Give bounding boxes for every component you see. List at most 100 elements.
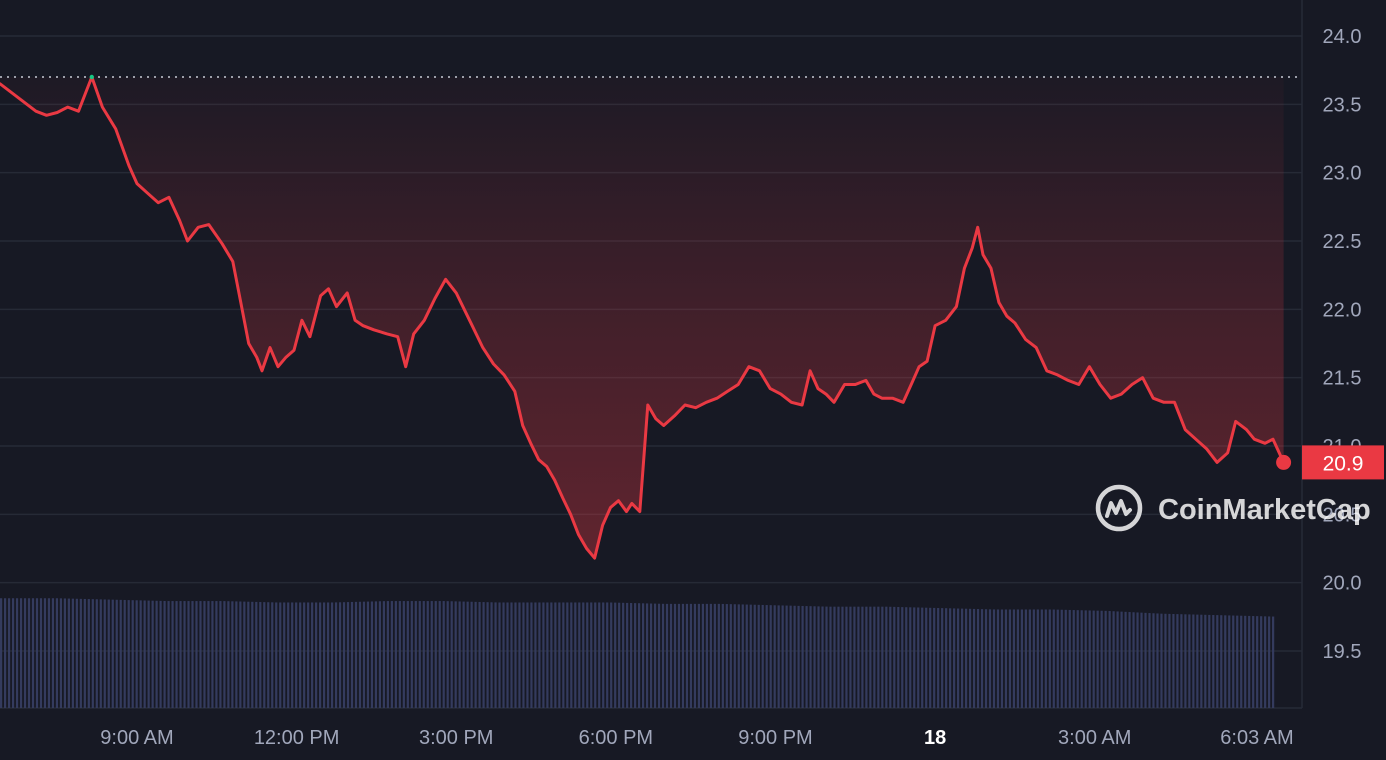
volume-bar — [239, 601, 242, 708]
volume-bar — [753, 604, 756, 708]
volume-bar — [749, 604, 752, 708]
volume-bar — [147, 600, 150, 708]
volume-bar — [358, 601, 362, 708]
volume-bar — [1160, 613, 1163, 708]
volume-bar — [829, 606, 832, 708]
volume-bar — [167, 601, 170, 708]
y-tick-label: 24.0 — [1323, 26, 1362, 48]
volume-bar — [972, 608, 976, 708]
volume-bar — [354, 601, 358, 708]
volume-bar — [769, 605, 772, 708]
volume-bar — [215, 601, 218, 708]
price-area-fill — [0, 77, 1284, 559]
volume-bar — [1220, 615, 1223, 708]
volume-bar — [219, 601, 222, 708]
volume-bar — [163, 600, 166, 708]
volume-bar — [653, 603, 657, 708]
volume-bar — [570, 602, 573, 708]
volume-bar — [1264, 616, 1267, 708]
volume-bar — [949, 608, 952, 708]
volume-bar — [913, 607, 916, 708]
volume-bar — [578, 602, 581, 708]
volume-bar — [1248, 615, 1251, 708]
volume-bar — [155, 600, 158, 708]
volume-bar — [255, 601, 258, 708]
volume-bar — [1152, 613, 1155, 708]
volume-bar — [1224, 615, 1227, 708]
watermark-text: CoinMarketCap — [1158, 494, 1371, 526]
x-tick-label: 12:00 PM — [254, 727, 340, 749]
volume-bar — [964, 608, 968, 708]
volume-bar — [346, 602, 350, 708]
price-line-series — [0, 75, 1286, 560]
volume-bar — [921, 607, 924, 708]
volume-bar — [550, 602, 553, 708]
volume-bar — [311, 602, 314, 708]
volume-bar — [490, 602, 493, 708]
volume-bar — [1116, 611, 1119, 708]
volume-bar — [634, 603, 637, 708]
volume-bar — [1064, 609, 1067, 708]
volume-bar — [19, 598, 23, 708]
volume-bar — [71, 598, 74, 708]
y-axis: 24.023.523.022.522.021.521.020.520.019.5 — [1323, 26, 1362, 663]
volume-bar — [1184, 614, 1187, 708]
volume-bar — [881, 606, 884, 708]
volume-bar — [813, 606, 816, 708]
volume-bar — [777, 605, 780, 708]
volume-bar — [622, 602, 625, 708]
volume-bar — [275, 602, 278, 708]
volume-bar — [901, 607, 904, 708]
volume-bar — [713, 603, 716, 708]
volume-bar — [1172, 614, 1175, 708]
volume-bar — [1176, 614, 1179, 708]
volume-bar — [590, 602, 593, 708]
volume-bar — [1060, 609, 1063, 708]
volume-bar — [398, 601, 401, 708]
x-axis: 9:00 AM 12:00 PM 3:00 PM 6:00 PM 9:00 PM 18 3:… — [100, 727, 1293, 749]
volume-bar — [251, 601, 254, 708]
volume-bar — [263, 602, 266, 708]
volume-bar — [594, 602, 597, 708]
volume-bar — [227, 601, 230, 708]
volume-bar — [1088, 610, 1091, 708]
volume-bars — [0, 598, 1275, 708]
volume-bar — [1140, 612, 1143, 708]
volume-bar — [115, 599, 118, 708]
volume-bar — [1168, 613, 1171, 708]
volume-bar — [99, 599, 102, 708]
last-price-badge: 20.9 — [1302, 445, 1384, 480]
volume-bar — [95, 599, 98, 708]
volume-bar — [741, 604, 744, 708]
volume-bar — [1048, 609, 1051, 708]
volume-bar — [1040, 609, 1043, 708]
volume-bar — [11, 598, 15, 708]
volume-bar — [1192, 614, 1195, 708]
volume-bar — [562, 602, 565, 708]
volume-bar — [1008, 609, 1012, 708]
volume-bar — [1188, 614, 1191, 708]
volume-bar — [1180, 614, 1183, 708]
volume-bar — [474, 601, 477, 708]
volume-bar — [530, 602, 533, 708]
volume-bar — [1104, 610, 1107, 708]
x-tick-label: 9:00 AM — [100, 727, 173, 749]
volume-bar — [203, 601, 206, 708]
last-price-marker — [1276, 454, 1292, 470]
volume-bar — [1228, 615, 1231, 708]
volume-bar — [1124, 611, 1127, 708]
volume-bar — [929, 607, 932, 708]
volume-bar — [430, 601, 433, 708]
volume-bar — [374, 601, 378, 708]
volume-bar — [15, 598, 19, 708]
volume-bar — [960, 608, 964, 708]
volume-bar — [470, 601, 473, 708]
volume-bar — [135, 600, 138, 708]
volume-bar — [1236, 615, 1239, 708]
volume-bar — [1156, 613, 1159, 708]
volume-bar — [681, 603, 685, 708]
volume-bar — [1084, 610, 1087, 708]
volume-bar — [514, 602, 517, 708]
volume-bar — [725, 604, 728, 708]
y-tick-label: 23.0 — [1323, 163, 1362, 185]
